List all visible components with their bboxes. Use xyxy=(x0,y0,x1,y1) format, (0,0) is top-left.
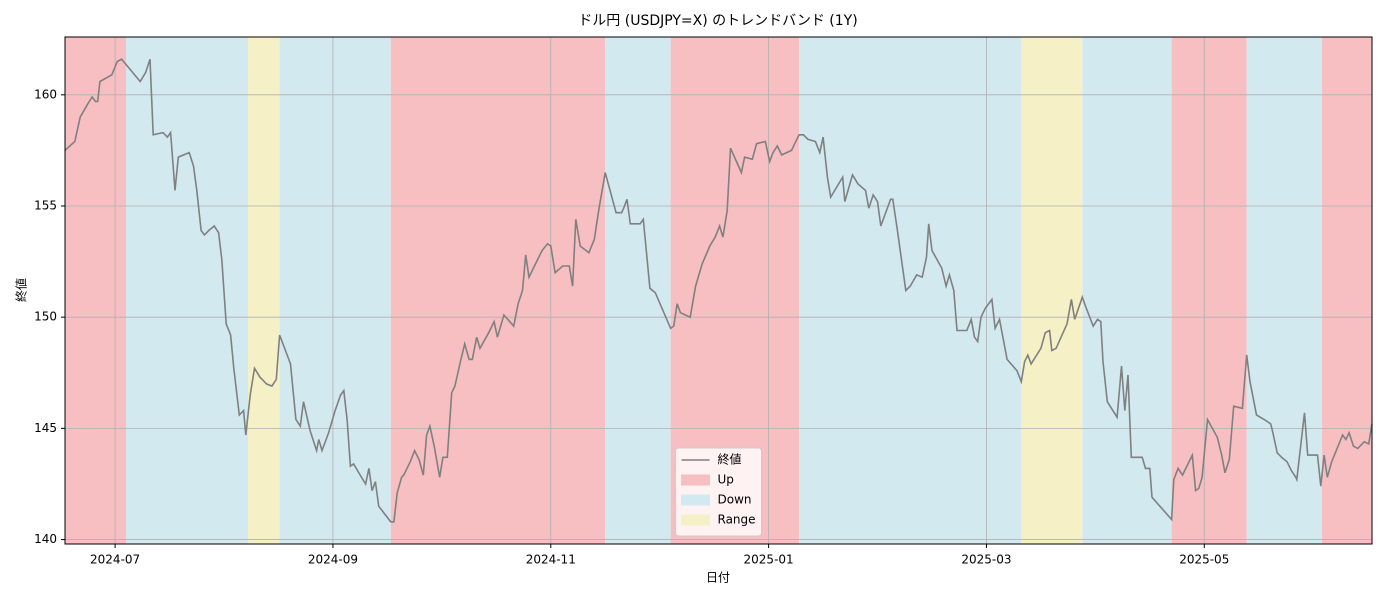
trend-band xyxy=(1171,37,1247,544)
x-tick-label: 2024-07 xyxy=(90,553,140,567)
trend-band xyxy=(1321,37,1372,544)
trend-band xyxy=(65,37,126,544)
legend-label: Down xyxy=(718,493,752,507)
trend-band xyxy=(1082,37,1172,544)
legend-swatch xyxy=(681,474,710,486)
legend-label: Up xyxy=(718,473,734,487)
plot-frame xyxy=(64,36,1373,545)
x-tick-label: 2024-11 xyxy=(526,553,576,567)
price-line xyxy=(64,58,1373,523)
x-tick-label: 2025-03 xyxy=(961,553,1011,567)
legend-label: Range xyxy=(718,513,756,527)
y-tick-label: 145 xyxy=(34,421,57,435)
legend: 終値 Up Down Range xyxy=(675,447,762,537)
x-tick-label: 2024-09 xyxy=(308,553,358,567)
y-axis-label: 終値 xyxy=(14,278,29,302)
y-tick-label: 155 xyxy=(34,199,57,213)
trend-band xyxy=(125,37,248,544)
legend-label: 終値 xyxy=(718,452,742,467)
legend-swatch xyxy=(681,514,710,526)
trend-band xyxy=(390,37,606,544)
trend-band xyxy=(247,37,280,544)
trend-band xyxy=(1246,37,1322,544)
x-tick-label: 2025-01 xyxy=(744,553,794,567)
trend-band xyxy=(605,37,671,544)
y-tick-label: 140 xyxy=(34,532,57,546)
trend-band xyxy=(799,37,1022,544)
legend-swatch xyxy=(681,494,710,506)
trend-band xyxy=(1021,37,1083,544)
x-axis-label: 日付 xyxy=(706,571,730,585)
legend-box xyxy=(675,447,762,537)
x-tick-label: 2025-05 xyxy=(1179,553,1229,567)
y-tick-label: 160 xyxy=(34,87,57,101)
y-tick-label: 150 xyxy=(34,310,57,324)
trend-band xyxy=(279,37,391,544)
chart-title: ドル円 (USDJPY=X) のトレンドバンド (1Y) xyxy=(578,13,857,29)
